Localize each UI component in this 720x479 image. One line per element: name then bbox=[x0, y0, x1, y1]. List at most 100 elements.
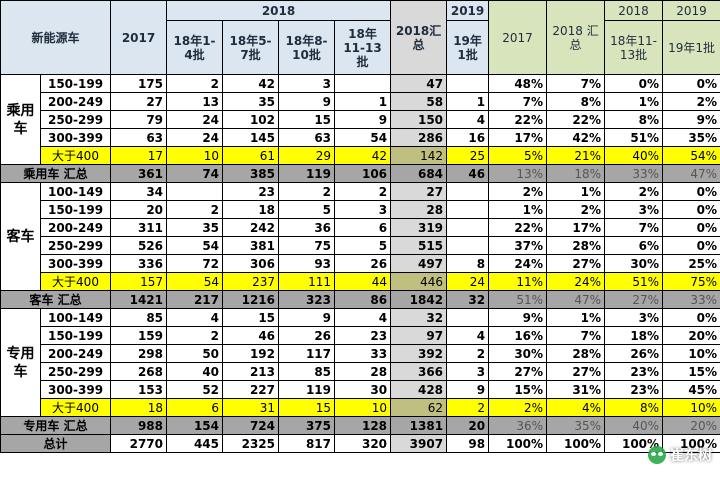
value-cell: 27 bbox=[110, 92, 168, 111]
share-cell: 18% bbox=[604, 326, 664, 345]
value-cell: 2 bbox=[446, 398, 490, 417]
range-label: 250-299 bbox=[39, 236, 112, 255]
subtotal-value: 361 bbox=[110, 164, 168, 183]
share-cell: 0% bbox=[662, 74, 720, 93]
value-cell: 13 bbox=[166, 92, 224, 111]
total-share: 100% bbox=[488, 434, 548, 453]
subtotal-share: 35% bbox=[546, 416, 606, 435]
value-cell: 175 bbox=[110, 74, 168, 93]
header-row-years: 新能源车 2017 2018 2018汇总 2019 2017 2018 汇总 … bbox=[0, 0, 720, 75]
value-cell: 35 bbox=[222, 92, 280, 111]
share-cell: 24% bbox=[488, 254, 548, 273]
value-cell bbox=[446, 200, 490, 219]
subtotal-value: 1381 bbox=[390, 416, 448, 435]
table-row: 250-299 268 40 213 85 28 366 3 27% 27% 23% 15% bbox=[1, 362, 720, 381]
value-cell: 85 bbox=[278, 362, 336, 381]
value-cell: 75 bbox=[278, 236, 336, 255]
subtotal-value: 86 bbox=[334, 290, 392, 309]
range-label: 大于400 bbox=[39, 272, 112, 291]
share-cell: 45% bbox=[662, 380, 720, 399]
value-cell: 28 bbox=[334, 362, 392, 381]
value-cell: 150 bbox=[390, 110, 448, 129]
share-cell: 1% bbox=[488, 200, 548, 219]
value-cell: 63 bbox=[278, 128, 336, 147]
value-cell: 32 bbox=[390, 308, 448, 327]
value-cell: 392 bbox=[390, 344, 448, 363]
category-label: 客车 bbox=[0, 182, 41, 291]
table-row: 大于400 157 54 237 111 44 446 24 11% 24% 51% 75% bbox=[1, 272, 720, 291]
share-cell: 1% bbox=[604, 92, 664, 111]
range-label: 大于400 bbox=[39, 146, 112, 165]
share-cell: 6% bbox=[604, 236, 664, 255]
value-cell: 27 bbox=[390, 182, 448, 201]
share-cell: 7% bbox=[546, 74, 606, 93]
value-cell: 428 bbox=[390, 380, 448, 399]
subtotal-value: 106 bbox=[334, 164, 392, 183]
table-row: 大于400 17 10 61 29 42 142 25 5% 21% 40% 54% bbox=[1, 146, 720, 165]
share-cell: 40% bbox=[604, 146, 664, 165]
col-2019-group: 2019 bbox=[446, 0, 490, 21]
value-cell: 2 bbox=[166, 200, 224, 219]
total-row: 总计 2770 445 2325 817 320 3907 98 100% 100% 100% 100… bbox=[0, 434, 720, 453]
range-label: 200-249 bbox=[39, 344, 112, 363]
subtotal-label: 客车 汇总 bbox=[0, 290, 112, 309]
value-cell: 526 bbox=[110, 236, 168, 255]
subtotal-value: 385 bbox=[222, 164, 280, 183]
subtotal-row: 乘用车 汇总 361 74 385 119 106 684 46 13% 18% 33% 47% bbox=[0, 164, 720, 183]
share-cell: 51% bbox=[604, 128, 664, 147]
value-cell: 26 bbox=[334, 254, 392, 273]
share-cell: 5% bbox=[488, 146, 548, 165]
value-cell: 10 bbox=[166, 146, 224, 165]
share-cell: 10% bbox=[662, 398, 720, 417]
value-cell: 2 bbox=[278, 182, 336, 201]
value-cell: 311 bbox=[110, 218, 168, 237]
table-row: 专用车 100-149 85 4 15 9 4 32 9% 1% 3% 0% bbox=[0, 308, 720, 417]
value-cell: 381 bbox=[222, 236, 280, 255]
share-cell: 17% bbox=[546, 218, 606, 237]
col-pct-18-b4: 18年11-13批 bbox=[604, 20, 664, 75]
share-cell: 11% bbox=[488, 272, 548, 291]
share-cell: 9% bbox=[662, 110, 720, 129]
value-cell: 42 bbox=[334, 146, 392, 165]
share-cell: 27% bbox=[546, 254, 606, 273]
value-cell: 72 bbox=[166, 254, 224, 273]
col-2018-group: 2018 bbox=[166, 0, 392, 21]
value-cell bbox=[446, 308, 490, 327]
share-cell: 0% bbox=[662, 200, 720, 219]
share-cell: 7% bbox=[488, 92, 548, 111]
share-cell: 27% bbox=[488, 362, 548, 381]
share-cell: 4% bbox=[546, 398, 606, 417]
share-cell: 1% bbox=[546, 308, 606, 327]
value-cell: 286 bbox=[390, 128, 448, 147]
category-label: 乘用车 bbox=[0, 74, 41, 165]
range-label: 150-199 bbox=[39, 74, 112, 93]
value-cell: 26 bbox=[278, 326, 336, 345]
share-cell: 35% bbox=[662, 128, 720, 147]
share-cell: 8% bbox=[546, 92, 606, 111]
value-cell: 54 bbox=[166, 272, 224, 291]
subtotal-share: 13% bbox=[488, 164, 548, 183]
subtotal-value: 217 bbox=[166, 290, 224, 309]
share-cell: 48% bbox=[488, 74, 548, 93]
value-cell: 44 bbox=[334, 272, 392, 291]
value-cell: 63 bbox=[110, 128, 168, 147]
share-cell: 23% bbox=[604, 362, 664, 381]
value-cell: 336 bbox=[110, 254, 168, 273]
value-cell: 3 bbox=[446, 362, 490, 381]
value-cell: 29 bbox=[278, 146, 336, 165]
share-cell: 30% bbox=[488, 344, 548, 363]
subtotal-share: 47% bbox=[546, 290, 606, 309]
range-label: 250-299 bbox=[39, 110, 112, 129]
value-cell: 18 bbox=[222, 200, 280, 219]
value-cell: 157 bbox=[110, 272, 168, 291]
value-cell bbox=[334, 74, 392, 93]
share-cell: 0% bbox=[662, 308, 720, 327]
value-cell bbox=[446, 182, 490, 201]
share-cell: 51% bbox=[604, 272, 664, 291]
value-cell: 2 bbox=[166, 326, 224, 345]
share-cell: 2% bbox=[488, 182, 548, 201]
value-cell: 15 bbox=[278, 110, 336, 129]
value-cell: 24 bbox=[166, 128, 224, 147]
subtotal-value: 74 bbox=[166, 164, 224, 183]
value-cell: 61 bbox=[222, 146, 280, 165]
